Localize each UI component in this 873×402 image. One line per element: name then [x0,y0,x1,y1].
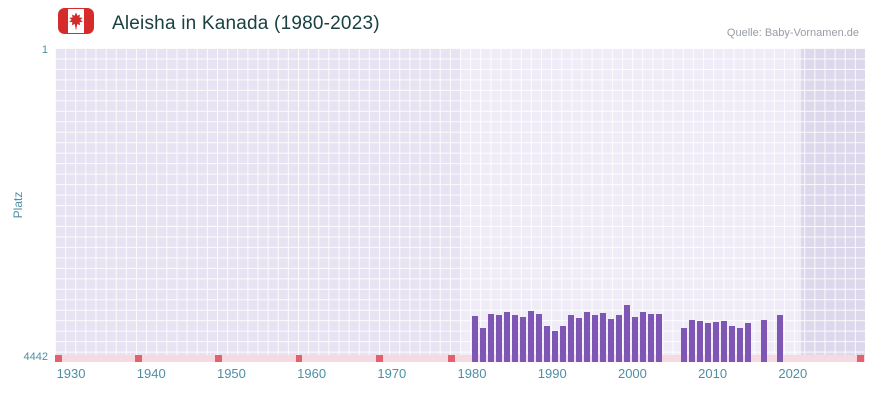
x-axis: 1930 1940 1950 1960 1970 1980 1990 2000 2010 2020 [55,366,865,386]
x-tick-label-2000: 2000 [617,366,647,381]
no-rank-marker-2028[interactable] [856,355,864,362]
chart-title: Aleisha in Kanada (1980-2023) [112,13,380,34]
bar-1987[interactable] [528,310,535,362]
x-tick-label-1990: 1990 [537,366,567,381]
bar-2002[interactable] [648,313,655,362]
x-tick-label-2010: 2010 [698,366,728,381]
no-rank-marker-1928[interactable] [55,355,62,362]
bar-1981[interactable] [480,327,487,362]
bar-2018[interactable] [776,315,783,362]
no-rank-marker-1977[interactable] [447,355,455,362]
bars-layer [55,48,865,362]
bar-2014[interactable] [744,322,751,362]
bar-1997[interactable] [608,318,615,362]
bar-2010[interactable] [712,322,719,362]
bar-1984[interactable] [504,312,511,362]
bar-1980[interactable] [472,315,479,362]
bar-1990[interactable] [552,330,559,362]
bar-2001[interactable] [640,312,647,362]
y-axis-label: Platz [11,191,25,219]
bar-1994[interactable] [584,312,591,362]
x-tick-label-1950: 1950 [216,366,246,381]
x-tick-label-2020: 2020 [778,366,808,381]
x-tick-label-1960: 1960 [297,366,327,381]
bar-2012[interactable] [728,325,735,362]
no-rank-strip [55,355,865,362]
x-tick-label-1940: 1940 [136,366,166,381]
bar-2016[interactable] [760,320,767,362]
bar-1991[interactable] [560,325,567,362]
bar-2006[interactable] [680,327,687,362]
bar-2009[interactable] [704,322,711,362]
bar-1989[interactable] [544,325,551,362]
canada-flag-icon [58,8,94,39]
bar-2013[interactable] [736,327,743,362]
bar-1988[interactable] [536,313,543,362]
bar-1985[interactable] [512,314,519,362]
no-rank-marker-1938[interactable] [135,355,142,362]
bar-1999[interactable] [624,305,631,362]
bar-1992[interactable] [568,314,575,362]
source-attribution: Quelle: Baby-Vornamen.de [726,27,859,39]
bar-1995[interactable] [592,315,599,362]
bar-1993[interactable] [576,318,583,362]
grid-lines [55,48,865,362]
markers-layer [55,48,865,362]
plot-area[interactable] [55,48,865,362]
bar-1986[interactable] [520,316,527,362]
bar-2000[interactable] [632,316,639,362]
bar-2007[interactable] [688,320,695,362]
bar-1996[interactable] [600,313,607,362]
bar-1983[interactable] [496,315,503,362]
no-rank-marker-1958[interactable] [295,355,303,362]
y-tick-bottom: 4442 [23,351,48,363]
bar-2003[interactable] [656,313,663,362]
bar-1998[interactable] [616,314,623,362]
bar-1982[interactable] [488,313,495,362]
no-rank-marker-1948[interactable] [215,355,223,362]
x-tick-label-1930: 1930 [56,366,86,381]
bar-2011[interactable] [720,320,727,362]
y-tick-top: 1 [41,44,48,56]
no-rank-marker-1968[interactable] [375,355,383,362]
x-tick-label-1980: 1980 [457,366,487,381]
x-tick-label-1970: 1970 [377,366,407,381]
bar-2008[interactable] [696,320,703,362]
